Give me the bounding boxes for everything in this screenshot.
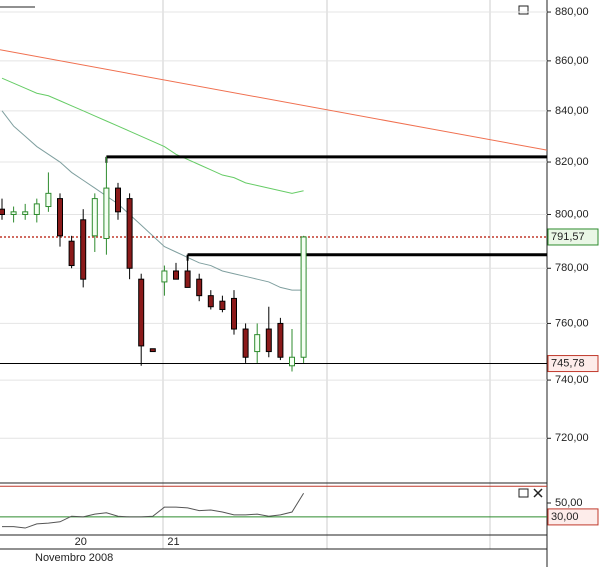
x-tick-label: 20: [75, 536, 87, 548]
y-tick-label: 880,00: [555, 6, 589, 18]
close-button[interactable]: [533, 488, 543, 498]
y-tick-label: 760,00: [555, 317, 589, 329]
candle-body: [231, 297, 237, 330]
candle-body: [126, 198, 133, 269]
candle-body: [103, 187, 110, 240]
level-label-box: [547, 508, 599, 526]
candle-body: [242, 328, 249, 358]
trendline: [0, 49, 548, 151]
candle-body: [161, 270, 168, 283]
candle-body: [219, 300, 226, 311]
price-label-box: [547, 355, 599, 373]
maximize-button[interactable]: [518, 488, 529, 498]
candle-body: [80, 219, 87, 280]
candle-body: [91, 198, 98, 237]
candle-body: [149, 348, 156, 353]
candle-body: [173, 270, 179, 280]
y-tick-label: 720,00: [555, 432, 589, 444]
candle-body: [184, 270, 191, 288]
candle-body: [289, 356, 295, 367]
x-tick-label: 21: [167, 536, 179, 548]
maximize-button[interactable]: [518, 5, 529, 15]
candle-body: [277, 322, 284, 358]
y-tick-label: 840,00: [555, 105, 589, 117]
candle-body: [22, 211, 29, 215]
level-label: 30,00: [551, 511, 579, 523]
candle-body: [138, 278, 145, 347]
y-tick-label: 820,00: [555, 156, 589, 168]
candle-body: [196, 278, 203, 297]
moving-average: [1, 110, 304, 291]
candle-body: [45, 192, 52, 208]
candle-body: [68, 240, 75, 267]
moving-average: [1, 77, 304, 194]
y-tick-label: 50,00: [555, 497, 583, 509]
y-tick-label: 740,00: [555, 374, 589, 386]
candle-body: [0, 208, 5, 215]
candle-body: [10, 211, 17, 215]
x-axis-label: Novembro 2008: [35, 552, 113, 564]
price-label: 745,78: [551, 357, 585, 369]
candle-body: [207, 295, 214, 308]
y-tick-label: 860,00: [555, 55, 589, 67]
candle-body: [265, 328, 272, 353]
y-tick-label: 780,00: [555, 262, 589, 274]
price-label-box: [547, 228, 599, 246]
candle-body: [57, 198, 63, 237]
y-tick-label: 800,00: [555, 208, 589, 220]
candle-body: [300, 236, 307, 358]
oscillator-line: [2, 492, 305, 529]
candle-body: [115, 187, 121, 213]
price-label: 791,57: [551, 231, 585, 243]
candle-body: [254, 334, 261, 353]
candle-body: [33, 203, 40, 215]
